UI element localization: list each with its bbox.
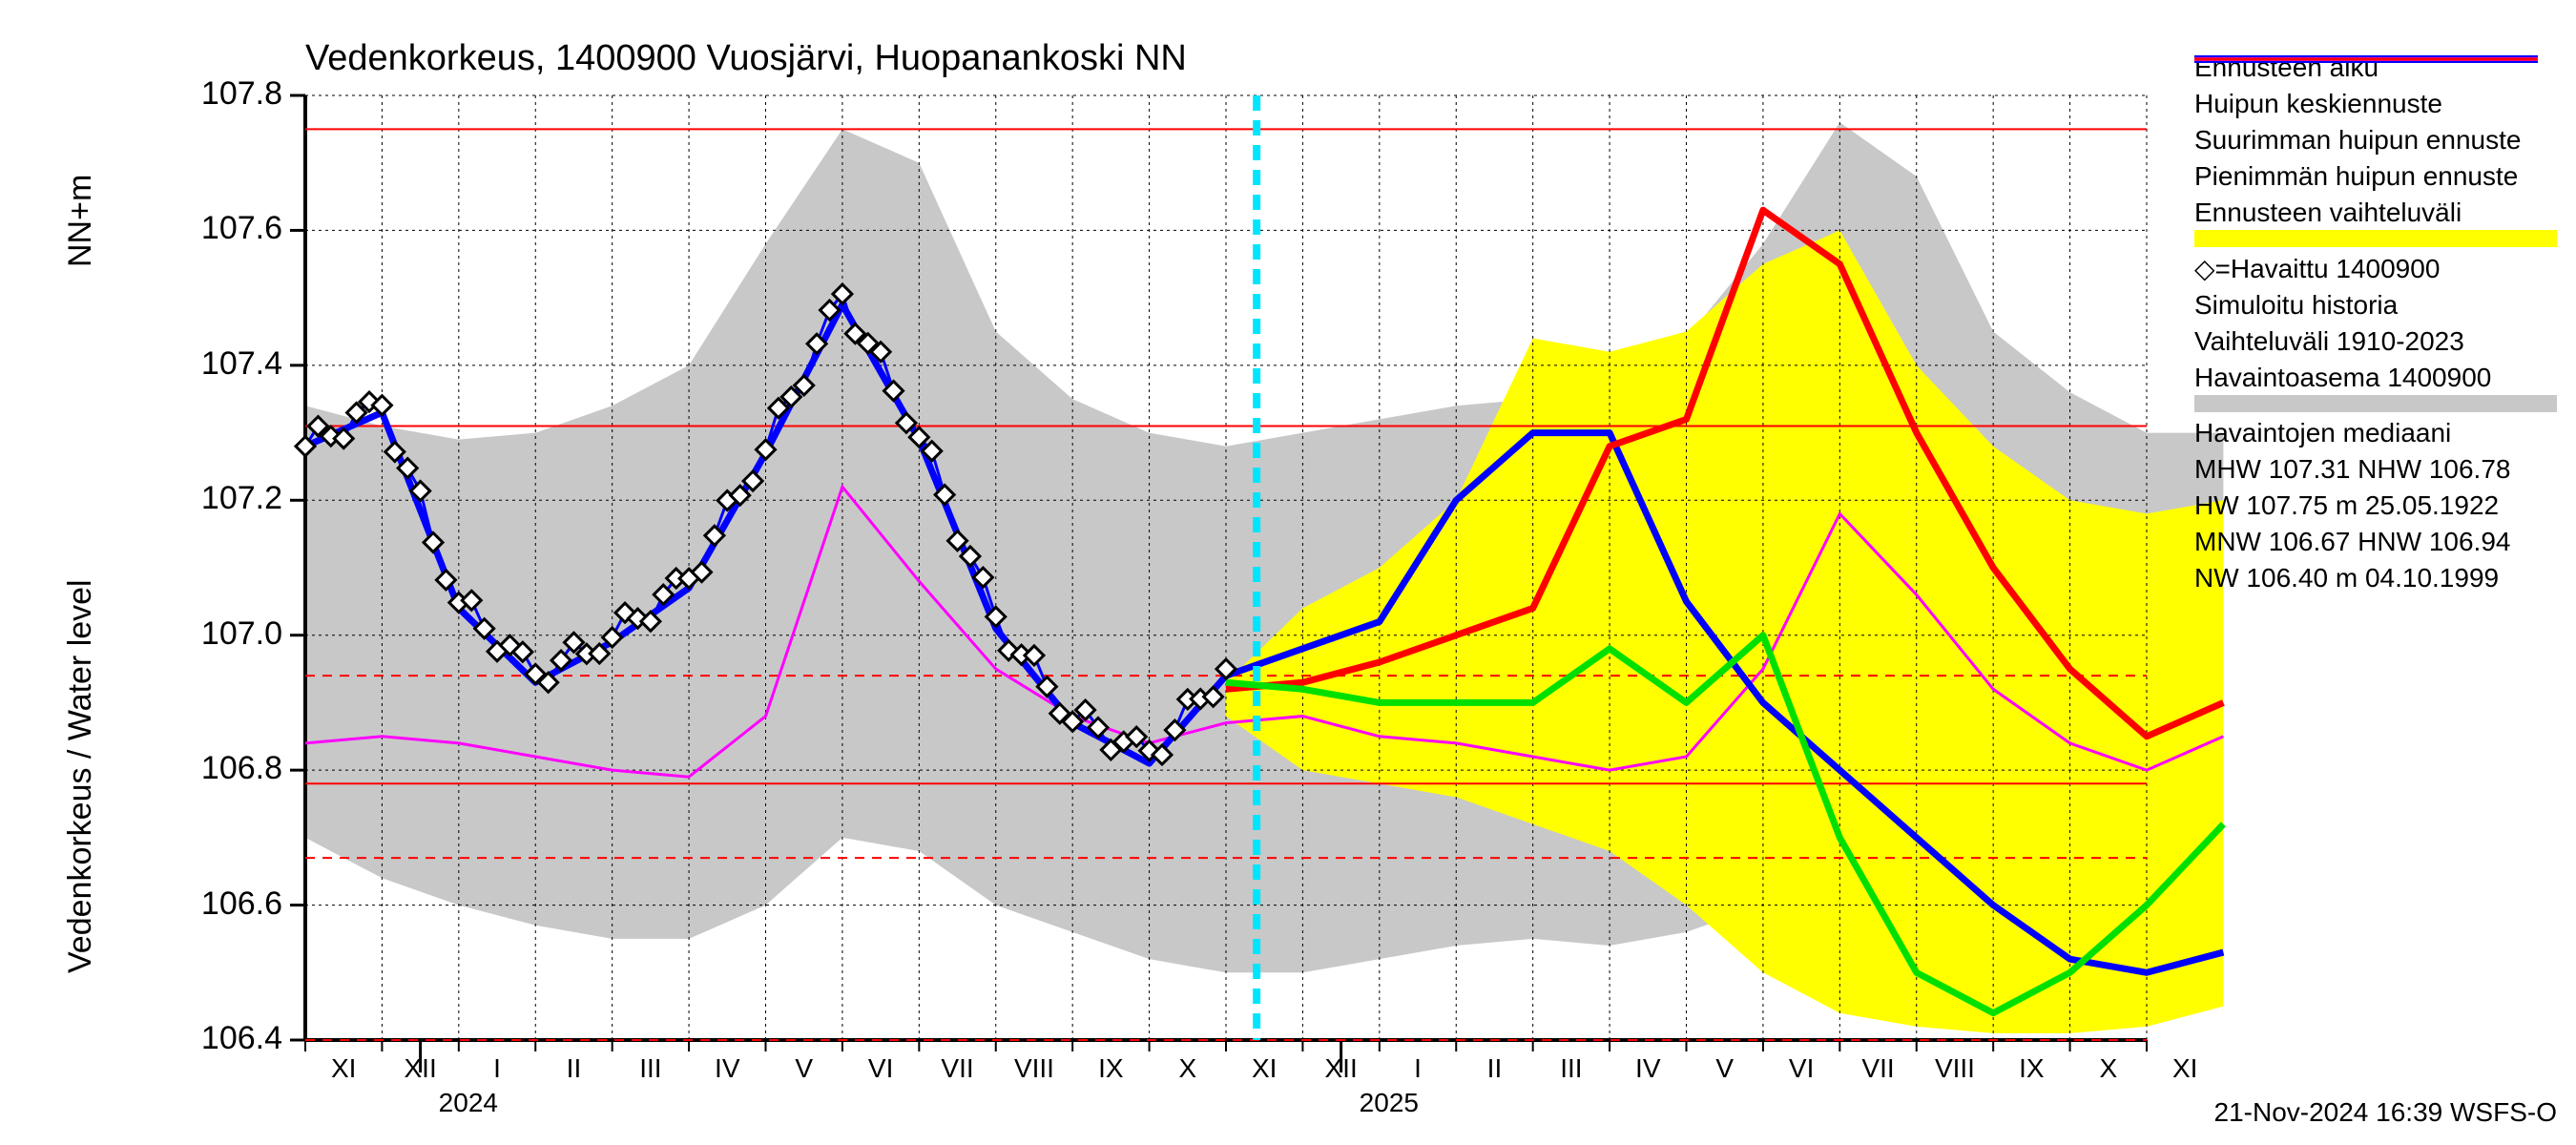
x-tick-label: VI <box>1773 1053 1830 1084</box>
legend-label: Havaintojen mediaani <box>2194 418 2557 448</box>
x-tick-label: IX <box>2003 1053 2060 1084</box>
legend-item: Havaintoasema 1400900 <box>2194 363 2557 412</box>
legend-item: Simuloitu historia <box>2194 290 2557 321</box>
x-tick-label: VII <box>1850 1053 1907 1084</box>
legend-label: HW 107.75 m 25.05.1922 <box>2194 490 2557 521</box>
y-tick-label: 107.4 <box>201 345 282 383</box>
y-axis-label-1: Vedenkorkeus / Water level <box>62 579 99 973</box>
y-tick-label: 107.8 <box>201 75 282 113</box>
x-tick-label: II <box>545 1053 602 1084</box>
x-year-label: 2024 <box>421 1088 516 1118</box>
legend-label: Havaintoasema 1400900 <box>2194 363 2557 393</box>
x-tick-label: X <box>1159 1053 1216 1084</box>
x-tick-label: X <box>2080 1053 2137 1084</box>
chart-svg <box>0 0 2576 1145</box>
legend-item: Pienimmän huipun ennuste <box>2194 161 2557 192</box>
x-tick-label: II <box>1465 1053 1523 1084</box>
x-tick-label: III <box>622 1053 679 1084</box>
legend-label: Suurimman huipun ennuste <box>2194 125 2557 156</box>
x-tick-label: XII <box>1313 1053 1370 1084</box>
x-tick-label: IV <box>1619 1053 1676 1084</box>
legend-label: MNW 106.67 HNW 106.94 <box>2194 527 2557 557</box>
legend-item: Suurimman huipun ennuste <box>2194 125 2557 156</box>
x-tick-label: I <box>1389 1053 1446 1084</box>
x-tick-label: V <box>776 1053 833 1084</box>
legend-item: MNW 106.67 HNW 106.94 <box>2194 527 2557 557</box>
x-tick-label: XI <box>1236 1053 1293 1084</box>
legend-label: Pienimmän huipun ennuste <box>2194 161 2557 192</box>
y-tick-label: 106.6 <box>201 885 282 923</box>
legend-label: Huipun keskiennuste <box>2194 89 2557 119</box>
y-tick-label: 106.8 <box>201 750 282 787</box>
legend-item: MHW 107.31 NHW 106.78 <box>2194 454 2557 485</box>
x-year-label: 2025 <box>1341 1088 1437 1118</box>
x-tick-label: IV <box>698 1053 756 1084</box>
x-tick-label: XI <box>2156 1053 2213 1084</box>
x-tick-label: XI <box>315 1053 372 1084</box>
legend-item: Vaihteluväli 1910-2023 <box>2194 326 2557 357</box>
legend-item: Huipun keskiennuste <box>2194 89 2557 119</box>
legend-label: ◇=Havaittu 1400900 <box>2194 253 2557 284</box>
chart-title: Vedenkorkeus, 1400900 Vuosjärvi, Huopana… <box>305 38 1187 79</box>
y-tick-label: 107.2 <box>201 480 282 517</box>
x-tick-label: VIII <box>1006 1053 1063 1084</box>
chart-footer: 21-Nov-2024 16:39 WSFS-O <box>2214 1097 2558 1128</box>
y-axis-label-2: NN+m <box>62 175 99 267</box>
chart-legend: Ennusteen alkuHuipun keskiennusteSuurimm… <box>2194 52 2557 599</box>
x-tick-label: V <box>1696 1053 1754 1084</box>
x-tick-label: I <box>468 1053 526 1084</box>
legend-label: Ennusteen vaihteluväli <box>2194 198 2557 228</box>
legend-label: Vaihteluväli 1910-2023 <box>2194 326 2557 357</box>
x-tick-label: IX <box>1082 1053 1139 1084</box>
legend-label: Simuloitu historia <box>2194 290 2557 321</box>
legend-item: Ennusteen vaihteluväli <box>2194 198 2557 247</box>
legend-label: NW 106.40 m 04.10.1999 <box>2194 563 2557 593</box>
legend-item: ◇=Havaittu 1400900 <box>2194 253 2557 284</box>
x-tick-label: VIII <box>1926 1053 1984 1084</box>
x-tick-label: III <box>1543 1053 1600 1084</box>
x-tick-label: VI <box>852 1053 909 1084</box>
x-tick-label: XII <box>392 1053 449 1084</box>
y-tick-label: 106.4 <box>201 1020 282 1057</box>
legend-item: HW 107.75 m 25.05.1922 <box>2194 490 2557 521</box>
y-tick-label: 107.6 <box>201 210 282 247</box>
water-level-chart: Vedenkorkeus, 1400900 Vuosjärvi, Huopana… <box>0 0 2576 1145</box>
legend-label: MHW 107.31 NHW 106.78 <box>2194 454 2557 485</box>
y-tick-label: 107.0 <box>201 615 282 653</box>
legend-item: NW 106.40 m 04.10.1999 <box>2194 563 2557 593</box>
x-tick-label: VII <box>929 1053 987 1084</box>
legend-item: Havaintojen mediaani <box>2194 418 2557 448</box>
